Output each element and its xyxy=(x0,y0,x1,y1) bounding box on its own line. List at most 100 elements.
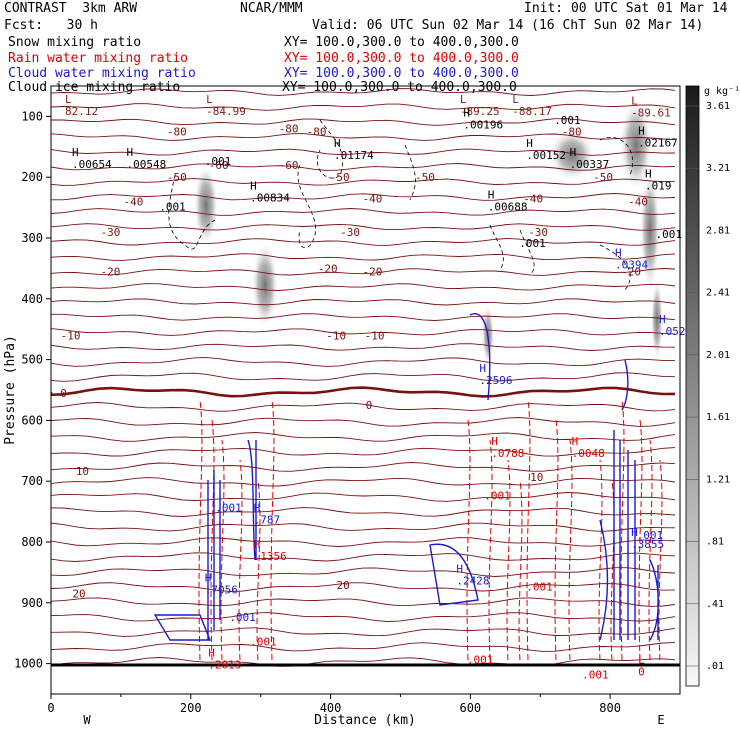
snow-shade-cell xyxy=(550,130,594,180)
colorbar-label: 1.21 xyxy=(706,474,730,485)
field-snow-name: Snow mixing ratio xyxy=(8,35,142,50)
extremum-marker: H xyxy=(126,146,133,159)
extremum-marker: H xyxy=(638,125,645,138)
isotherm-line xyxy=(51,447,676,457)
isotherm-label: -20 xyxy=(318,262,338,275)
plot-frame xyxy=(50,85,681,695)
colorbar-label: .01 xyxy=(706,661,724,672)
y-axis-title: Pressure (hPa) xyxy=(3,335,18,445)
rain-water-contours xyxy=(198,399,663,661)
extremum-value: .7056 xyxy=(205,584,238,597)
extremum-value: .001 xyxy=(582,669,609,682)
isotherm-line xyxy=(51,612,676,622)
extremum-marker: H xyxy=(254,502,261,515)
isotherm-line xyxy=(51,432,676,442)
rain-contour xyxy=(270,399,275,661)
pressure-axis: 100 200 300 400 500 600 700 800 900 1000 xyxy=(14,109,51,671)
extremum-value: .00688 xyxy=(488,201,528,214)
cloud-water-contour xyxy=(429,543,479,606)
extremum-value: .001 xyxy=(215,502,242,515)
cloud-water-contours xyxy=(153,313,659,641)
y-tick-label: 200 xyxy=(21,170,43,184)
contour-labels: -80 -80 -80 -80 -60 -60 -50 -50 -50 -50 -40 -40 -40 -… xyxy=(60,93,692,682)
extremum-marker: H xyxy=(659,313,666,326)
rain-contour xyxy=(598,459,603,661)
isotherm-line xyxy=(51,88,676,96)
extremum-value: .00834 xyxy=(250,191,290,204)
extremum-value: .00337 xyxy=(570,158,610,171)
isotherm-line xyxy=(51,193,676,201)
isotherm-label: -40 xyxy=(363,192,383,205)
isotherm-line xyxy=(51,462,676,472)
rain-contour xyxy=(554,419,559,661)
y-tick-label: 400 xyxy=(21,292,43,306)
extremum-value: .00152 xyxy=(526,149,566,162)
y-tick-label: 700 xyxy=(21,474,43,488)
isotherm-label: 0 xyxy=(366,399,373,412)
isotherm-label: 0 xyxy=(60,387,67,400)
extremum-value: .00654 xyxy=(72,158,112,171)
rain-contour xyxy=(648,439,653,661)
extremum-value: .1356 xyxy=(254,550,287,563)
x-tick-label: 600 xyxy=(459,701,481,715)
field-rain-xy: XY= 100.0,300.0 to 400.0,300.0 xyxy=(284,51,519,66)
extremum-marker: L xyxy=(631,94,638,107)
field-snow-xy: XY= 100.0,300.0 to 400.0,300.0 xyxy=(284,35,519,50)
isotherm-label: -60 xyxy=(209,159,229,172)
isotherm-label: 20 xyxy=(72,588,85,601)
extremum-marker: L xyxy=(65,93,72,106)
extremum-marker: H xyxy=(488,189,495,202)
isotherm-line xyxy=(51,582,676,592)
colorbar-label: .41 xyxy=(706,599,724,610)
x-tick-label: 800 xyxy=(599,701,621,715)
isotherm-line xyxy=(51,357,675,367)
extremum-value: .0048 xyxy=(572,447,605,460)
isotherm-label: -30 xyxy=(528,226,548,239)
y-tick-label: 800 xyxy=(21,535,43,549)
colorbar: g kg⁻¹ .01 .41 .81 1.21 1.61 2.01 2.41 2.81 3.21… xyxy=(685,85,740,687)
colorbar-label: 2.81 xyxy=(706,225,730,236)
extremum-value: .001 xyxy=(656,228,683,241)
extremum-value: .00548 xyxy=(126,158,166,171)
rain-contour xyxy=(526,399,531,661)
isotherm-line xyxy=(51,163,676,171)
isotherm-line xyxy=(51,552,676,562)
extremum-marker: H xyxy=(479,362,486,375)
extremum-marker: H xyxy=(570,146,577,159)
colorbar-label: 1.61 xyxy=(706,412,730,423)
extremum-value: -89.25 xyxy=(460,105,500,118)
snow-shade-cell xyxy=(252,243,278,327)
shaded-snow-field xyxy=(194,100,663,365)
west-label: W xyxy=(83,713,91,727)
cloud-water-contour xyxy=(247,439,257,561)
cloud-water-contour xyxy=(153,614,212,641)
isotherm-line xyxy=(51,507,676,517)
isotherm-label: -80 xyxy=(167,126,187,139)
field-cloud-water-xy: XY= 100.0,300.0 to 400.0,300.0 xyxy=(284,66,519,81)
extremum-value: .019 xyxy=(645,179,672,192)
extremum-value: .01174 xyxy=(334,149,374,162)
cloud-water-contour xyxy=(613,430,636,640)
extremum-value: .001 xyxy=(519,237,546,250)
cloud-water-contour xyxy=(649,559,659,641)
init-time: Init: 00 UTC Sat 01 Mar 14 xyxy=(524,1,728,16)
y-tick-label: 1000 xyxy=(14,657,43,671)
isotherm-line xyxy=(51,178,676,186)
isotherm-line xyxy=(51,537,676,547)
isotherm-label: -50 xyxy=(593,171,613,184)
snow-shade-cell xyxy=(620,100,652,190)
colorbar-label: 3.61 xyxy=(706,101,730,112)
field-cloud-water-name: Cloud water mixing ratio xyxy=(8,66,196,81)
x-tick-label: 0 xyxy=(47,701,54,715)
ice-contour xyxy=(519,229,535,276)
institution-label: NCAR/MMM xyxy=(240,1,303,16)
colorbar-unit: g kg⁻¹ xyxy=(704,86,740,97)
ice-contour xyxy=(489,224,504,271)
extremum-value: -89.61 xyxy=(631,106,671,119)
snow-shade-cell xyxy=(651,280,663,360)
rain-contour xyxy=(488,439,493,661)
distance-axis: 0 200 400 600 800 xyxy=(47,694,621,715)
isotherm-line xyxy=(51,477,676,487)
isotherm-line xyxy=(51,386,676,398)
